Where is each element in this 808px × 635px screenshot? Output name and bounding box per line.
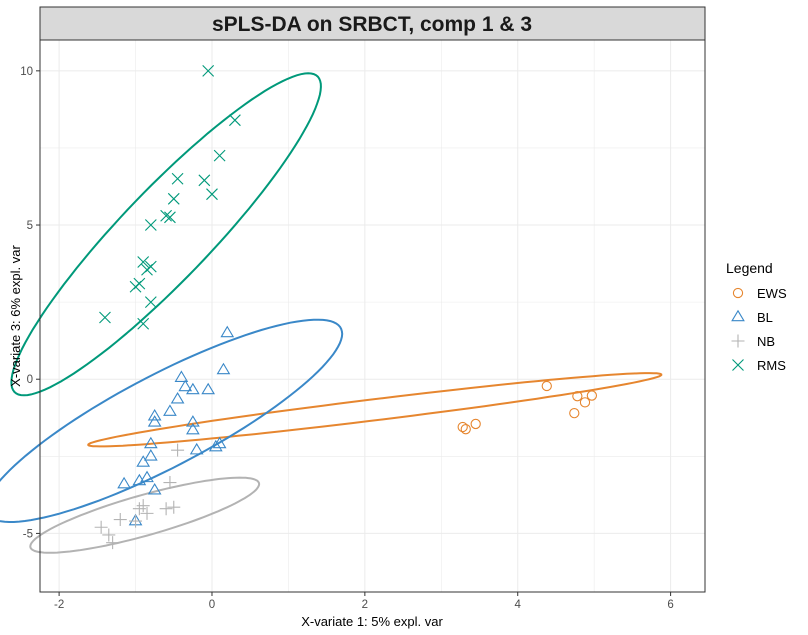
point-nb xyxy=(102,528,116,542)
point-bl xyxy=(186,415,200,427)
point-bl xyxy=(208,439,223,452)
point-ews xyxy=(572,391,583,402)
point-bl xyxy=(132,473,147,486)
ellipse-rms xyxy=(10,72,322,397)
x-axis-label: X-variate 1: 5% expl. var xyxy=(301,614,443,629)
legend-key-nb xyxy=(731,334,745,348)
point-bl xyxy=(216,362,231,375)
point-nb xyxy=(140,506,154,520)
point-rms xyxy=(229,114,241,127)
point-nb xyxy=(136,499,150,513)
point-bl xyxy=(220,325,235,338)
point-rms xyxy=(202,64,215,77)
point-bl xyxy=(147,408,162,421)
x-tick-label: -2 xyxy=(54,599,64,611)
point-rms xyxy=(133,277,146,290)
point-rms xyxy=(164,211,176,224)
point-rms xyxy=(213,149,226,162)
point-bl xyxy=(170,391,185,404)
x-tick-label: 2 xyxy=(362,599,368,611)
legend: Legend EWS BL NB RMS xyxy=(726,260,787,373)
y-tick-label: 5 xyxy=(27,220,33,232)
legend-items: EWS BL NB RMS xyxy=(731,286,787,373)
point-rms xyxy=(137,317,150,330)
point-ews xyxy=(470,418,481,430)
point-bl xyxy=(212,436,227,449)
legend-title: Legend xyxy=(726,260,773,276)
y-tick-label: -5 xyxy=(23,528,33,540)
point-bl xyxy=(178,379,193,392)
x-tick-label: 4 xyxy=(515,599,522,611)
point-nb xyxy=(171,443,185,457)
point-bl xyxy=(201,382,216,395)
point-ews xyxy=(457,421,468,433)
point-nb xyxy=(94,520,108,534)
legend-label-ews: EWS xyxy=(757,286,787,301)
point-nb xyxy=(106,536,120,550)
point-bl xyxy=(147,415,162,427)
title-strip xyxy=(39,6,706,41)
point-ews xyxy=(579,397,591,408)
point-rms xyxy=(137,256,150,268)
legend-label-nb: NB xyxy=(757,334,775,349)
y-tick-label: 0 xyxy=(27,374,33,386)
point-bl xyxy=(117,476,131,489)
point-nb xyxy=(159,502,173,516)
legend-label-bl: BL xyxy=(757,310,773,325)
point-ews xyxy=(541,380,552,392)
point-rms xyxy=(160,209,173,222)
point-nb xyxy=(167,500,181,514)
point-rms xyxy=(198,174,211,187)
ellipses xyxy=(0,72,663,554)
y-tick-label: 10 xyxy=(20,66,33,78)
point-bl xyxy=(147,482,162,495)
point-ews xyxy=(586,390,598,401)
grid xyxy=(40,40,705,592)
point-bl xyxy=(136,455,151,467)
point-bl xyxy=(174,370,189,382)
point-rms xyxy=(99,311,111,324)
point-rms xyxy=(144,260,157,273)
legend-key-ews xyxy=(732,287,744,299)
point-bl xyxy=(143,436,158,449)
point-bl xyxy=(189,442,204,455)
point-rms xyxy=(167,192,180,205)
point-nb xyxy=(113,513,127,527)
chart-title: sPLS-DA on SRBCT, comp 1 & 3 xyxy=(212,13,532,36)
point-rms xyxy=(206,188,218,201)
x-tick-label: 0 xyxy=(209,599,215,611)
legend-key-rms xyxy=(732,359,744,371)
legend-key-bl xyxy=(731,309,745,322)
points xyxy=(94,64,598,550)
x-axis-ticks: -2 0 2 4 6 xyxy=(54,592,674,611)
point-bl xyxy=(186,382,200,395)
point-rms xyxy=(144,219,157,231)
ellipse-nb xyxy=(29,476,261,554)
point-ews xyxy=(460,424,471,435)
point-bl xyxy=(186,422,200,435)
point-nb xyxy=(163,476,177,490)
legend-label-rms: RMS xyxy=(757,358,786,373)
y-axis-label: X-variate 3: 6% expl. var xyxy=(8,245,23,387)
point-bl xyxy=(163,404,177,416)
point-bl xyxy=(140,470,154,483)
point-bl xyxy=(143,449,158,461)
x-tick-label: 6 xyxy=(667,599,673,611)
point-nb xyxy=(129,514,143,528)
plot-border xyxy=(39,39,706,593)
point-rms xyxy=(144,296,157,309)
point-ews xyxy=(569,407,580,419)
ellipse-bl xyxy=(0,318,344,523)
ellipse-ews xyxy=(87,372,663,448)
point-rms xyxy=(171,172,184,185)
y-axis-ticks: -5 0 5 10 xyxy=(20,66,40,540)
